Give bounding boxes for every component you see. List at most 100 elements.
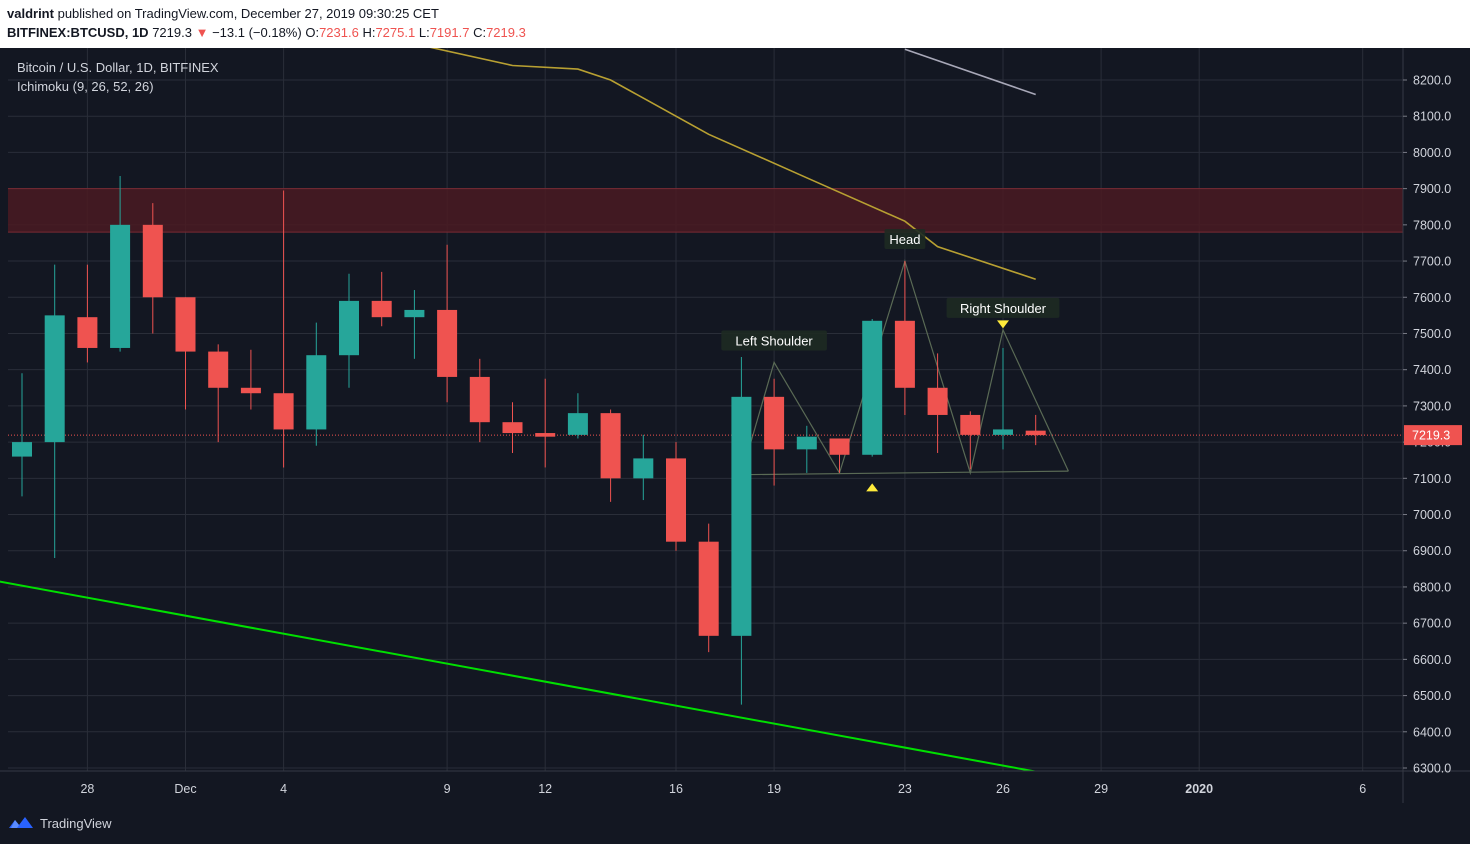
y-tick-label: 7700.0 [1413,255,1451,269]
y-tick-label: 8000.0 [1413,146,1451,160]
last-price-badge-label: 7219.3 [1412,429,1450,443]
high-label: H: [362,25,376,40]
y-tick-label: 6300.0 [1413,762,1451,776]
y-tick-label: 7500.0 [1413,327,1451,341]
axes: 6300.0 6400.0 6500.0 6600.0 6700.0 6800.0 6900… [0,48,1470,803]
candle-down [208,351,229,388]
support-trendline [0,580,1036,773]
pattern-neckline [741,470,1069,476]
publish-header: valdrint published on TradingView.com, D… [0,0,1470,48]
footer-bar: TradingView [0,803,1470,844]
close-label: C: [473,25,487,40]
candle-up [110,224,131,348]
candle-down [698,541,719,636]
x-tick-label: 2020 [1185,782,1213,796]
candle-up [796,436,817,450]
candle-down [77,317,98,348]
change-value: −13.1 (−0.18%) [212,25,302,40]
x-tick-label: 6 [1359,782,1366,796]
candle-up [862,320,883,455]
low-value: 7191.7 [429,25,470,40]
candle-down [240,387,261,394]
triangle-up-icon [866,483,879,492]
candle-down [469,376,490,423]
candle-down [535,433,556,437]
y-tick-label: 7600.0 [1413,291,1451,305]
candle-up [306,355,327,430]
candle-down [273,393,294,430]
annotation-label: Left Shoulder [735,333,813,348]
candle-down [371,300,392,318]
brand[interactable]: TradingView [8,814,112,832]
x-tick-label: Dec [174,782,196,796]
low-label: L: [418,25,430,40]
indicator-legend: Ichimoku (9, 26, 52, 26) [17,79,154,94]
symbol-label: BITFINEX:BTCUSD, 1D [7,25,149,40]
publisher-name[interactable]: valdrint [7,6,54,21]
y-tick-label: 6600.0 [1413,653,1451,667]
brand-label: TradingView [40,815,112,831]
y-tick-label: 7000.0 [1413,508,1451,522]
annotation-box [946,297,1060,318]
candle-down [927,387,948,415]
close-value: 7219.3 [486,25,526,40]
candle-down [437,309,458,377]
candle-down [175,297,196,352]
candle-up [339,300,359,356]
candle-up [633,458,654,479]
resistance-zone-rect [8,188,1403,233]
time-axis [0,771,1470,803]
x-tick-label: 29 [1094,782,1108,796]
y-tick-label: 6900.0 [1413,544,1451,558]
x-tick-label: 4 [280,782,287,796]
candle-down [960,414,981,435]
y-tick-label: 6700.0 [1413,617,1451,631]
chart-legend-title: Bitcoin / U.S. Dollar, 1D, BITFINEX [17,60,219,75]
x-tick-label: 26 [996,782,1010,796]
candle-down [502,422,523,434]
publish-line: valdrint published on TradingView.com, D… [7,6,439,21]
candle-down [666,458,686,542]
candle-up [404,309,425,318]
last-price-badge [1404,425,1462,446]
pattern-annotations: Left Shoulder Head Right Shoulder [721,229,1060,492]
published-text: published on TradingView.com, December 2… [57,6,439,21]
y-tick-label: 7100.0 [1413,472,1451,486]
x-tick-label: 16 [669,782,683,796]
candle-up [12,442,32,457]
candle-down [600,413,621,479]
open-label: O: [305,25,320,40]
annotation-label: Head [889,232,920,247]
y-tick-label: 7300.0 [1413,399,1451,413]
candles [8,175,1403,705]
y-tick-label: 7900.0 [1413,182,1451,196]
y-tick-label: 8200.0 [1413,74,1451,88]
last-price: 7219.3 [152,25,192,40]
x-tick-label: 19 [767,782,781,796]
open-value: 7231.6 [319,25,359,40]
high-value: 7275.1 [375,25,416,40]
y-tick-label: 6400.0 [1413,725,1451,739]
symbol-ohlc-line: BITFINEX:BTCUSD, 1D 7219.3 ▼ −13.1 (−0.1… [7,25,526,40]
triangle-down-icon [997,320,1009,329]
y-tick-label: 6800.0 [1413,580,1451,594]
annotation-label: Right Shoulder [960,301,1047,316]
x-tick-label: 23 [898,782,912,796]
candle-down [829,438,850,455]
x-tick-label: 12 [538,782,552,796]
candle-up [993,429,1013,435]
tradingview-logo-icon [9,817,33,828]
candle-down [764,396,785,450]
candle-down [142,224,163,298]
x-tick-label: 9 [444,782,451,796]
candle-down [894,320,915,388]
candle-down [1025,430,1046,436]
y-tick-label: 7800.0 [1413,218,1451,232]
change-down-icon: ▼ [195,25,209,40]
x-tick-label: 28 [80,782,94,796]
annotation-box [721,330,827,351]
annotation-box [884,229,926,250]
ichimoku-senkou-line [904,48,1036,96]
candle-up [567,413,588,435]
